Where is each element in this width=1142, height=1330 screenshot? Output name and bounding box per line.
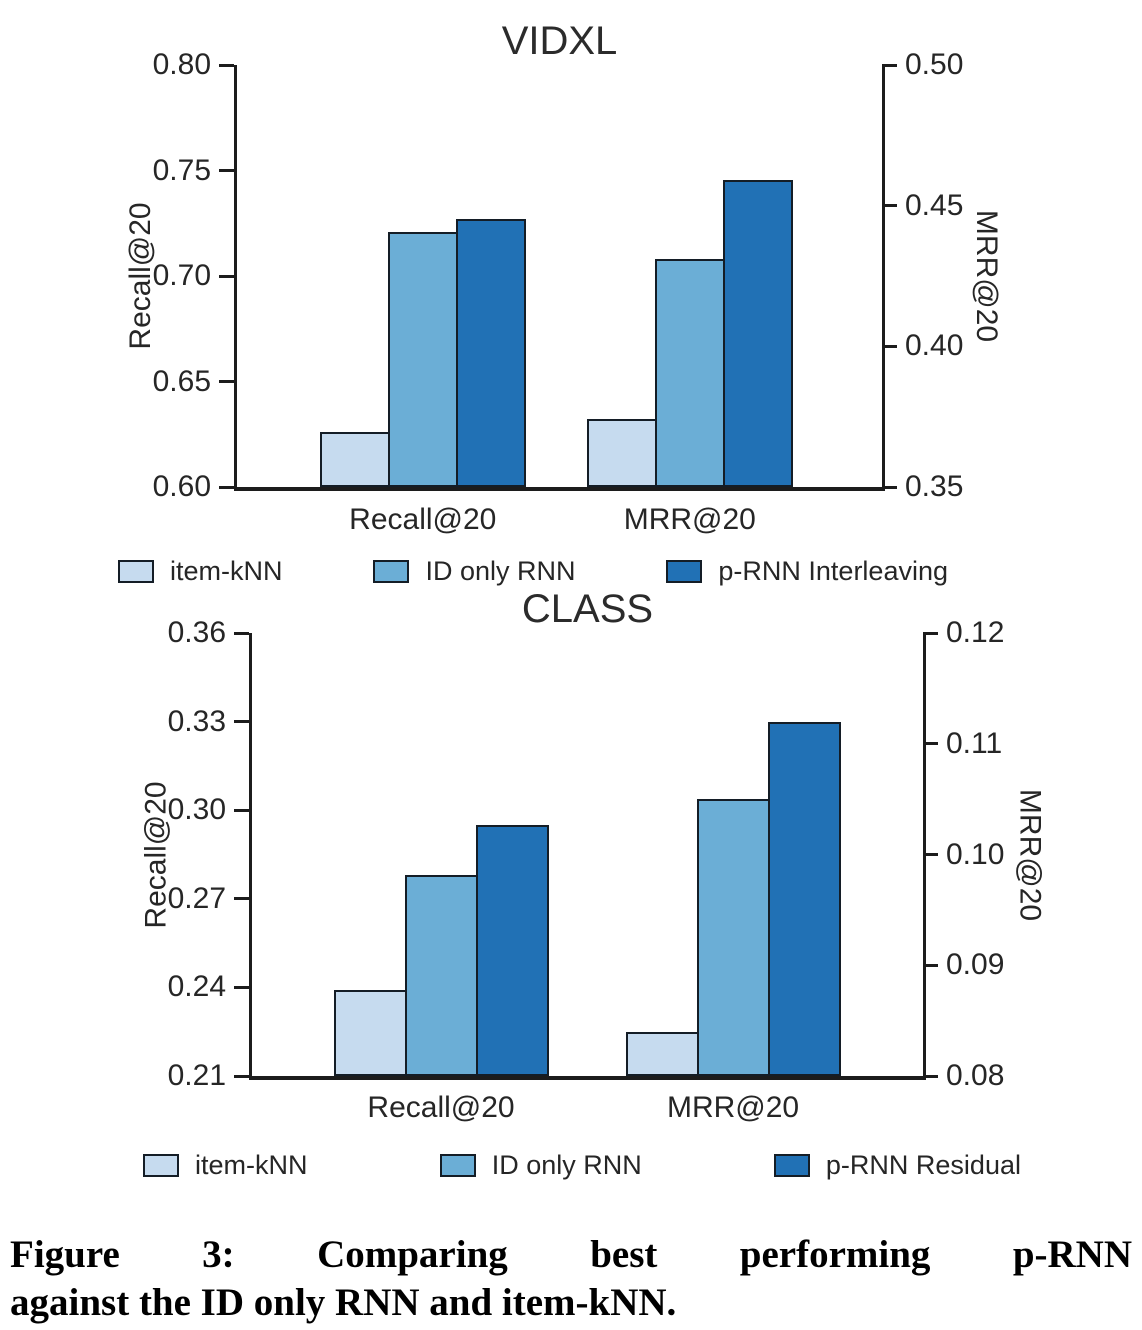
axis-label-left: Recall@20 [124,202,157,350]
y-tick-left [219,274,234,278]
y-tick-label-left: 0.65 [152,364,211,398]
y-tick-left [219,63,234,67]
legend-swatch-id-only-rnn [373,559,410,583]
y-tick-label-right: 0.08 [946,1059,1005,1092]
bar-id-only-rnn-recall-20 [387,231,458,487]
legend-label-p-rnn-residual: p-RNN Residual [825,1149,1021,1180]
x-category-label-mrr-20: MRR@20 [666,1091,800,1124]
y-tick-label-right: 0.50 [905,48,964,81]
y-tick-label-left: 0.21 [167,1059,226,1092]
y-tick-right [923,853,938,856]
legend-swatch-item-knn [143,1153,179,1177]
bar-p-rnn-residual-mrr-20 [767,721,841,1076]
chart-title: VIDXL [501,19,618,63]
y-tick-right [882,344,897,348]
legend: item-kNN ID only RNN p-RNN Residual [143,1150,1021,1180]
y-tick-left [234,808,249,812]
y-tick-left [234,897,249,901]
caption-line-2: against the ID only RNN and item-kNN. [10,1281,677,1324]
y-tick-label-right: 0.09 [946,948,1005,982]
bar-item-knn-recall-20 [319,432,390,487]
y-tick-label-left: 0.33 [167,704,226,738]
axis-label-right: MRR@20 [1013,788,1046,921]
y-tick-right [882,204,897,208]
y-tick-label-left: 0.75 [152,153,211,187]
y-tick-label-left: 0.80 [152,48,211,81]
legend-swatch-p-rnn-residual [773,1153,810,1177]
y-tick-left [234,985,249,989]
legend-swatch-item-knn [118,559,154,583]
y-tick-label-left: 0.27 [167,881,226,915]
y-tick-right [923,631,938,635]
bar-item-knn-recall-20 [333,990,407,1076]
y-tick-left [234,631,249,635]
bar-p-rnn-interleaving-recall-20 [455,219,526,487]
legend-label-p-rnn-interleaving: p-RNN Interleaving [718,555,948,586]
figure-caption: Figure 3: Comparing best performing p-RN… [10,1231,1132,1327]
axis-label-left: Recall@20 [139,780,172,929]
y-tick-left [234,1074,249,1078]
bar-id-only-rnn-mrr-20 [696,799,770,1076]
y-tick-label-right: 0.10 [946,837,1005,871]
legend-label-id-only-rnn: ID only RNN [491,1149,642,1180]
bar-id-only-rnn-recall-20 [404,875,478,1076]
legend-item-p-rnn-residual: p-RNN Residual [773,1149,1021,1181]
y-tick-label-right: 0.35 [905,470,964,503]
legend: item-kNN ID only RNN p-RNN Interleaving [118,556,948,586]
y-tick-right [923,742,938,746]
bar-id-only-rnn-mrr-20 [654,259,725,487]
legend-item-item-knn: item-kNN [118,556,283,587]
legend-swatch-p-rnn-interleaving [666,559,703,583]
y-tick-label-right: 0.12 [946,616,1005,649]
bar-p-rnn-interleaving-mrr-20 [722,180,793,487]
y-tick-label-left: 0.60 [152,470,211,503]
x-category-label-recall-20: Recall@20 [367,1091,515,1124]
y-tick-label-left: 0.24 [167,970,226,1004]
legend-item-id-only-rnn: ID only RNN [373,556,575,587]
axis-label-right: MRR@20 [970,209,1003,343]
legend-item-p-rnn-interleaving: p-RNN Interleaving [666,556,948,587]
x-category-label-mrr-20: MRR@20 [623,503,756,536]
bar-item-knn-mrr-20 [586,419,657,487]
plot-area [234,65,885,491]
caption-line-1: Figure 3: Comparing best performing p-RN… [10,1233,1132,1276]
y-tick-left [219,169,234,172]
y-tick-label-right: 0.11 [946,726,1003,760]
plot-area [249,633,926,1080]
y-tick-label-right: 0.40 [905,329,964,363]
legend-swatch-id-only-rnn [439,1153,476,1177]
y-tick-right [882,63,897,67]
x-category-label-recall-20: Recall@20 [349,503,497,536]
legend-item-id-only-rnn: ID only RNN [439,1149,642,1181]
y-tick-label-left: 0.70 [152,259,211,292]
y-tick-left [219,485,234,489]
bar-p-rnn-residual-recall-20 [475,824,549,1076]
y-tick-right [923,1074,938,1078]
legend-item-item-knn: item-kNN [143,1150,308,1181]
y-tick-label-left: 0.36 [167,616,226,649]
y-tick-label-left: 0.30 [167,793,226,827]
y-tick-left [234,720,249,724]
legend-label-item-knn: item-kNN [195,1149,308,1180]
legend-label-item-knn: item-kNN [170,555,283,586]
chart-title: CLASS [521,587,654,631]
y-tick-left [219,380,234,383]
bar-item-knn-mrr-20 [625,1031,699,1076]
y-tick-right [882,485,897,489]
y-tick-right [923,963,938,967]
legend-label-id-only-rnn: ID only RNN [425,555,576,586]
y-tick-label-right: 0.45 [905,188,964,222]
